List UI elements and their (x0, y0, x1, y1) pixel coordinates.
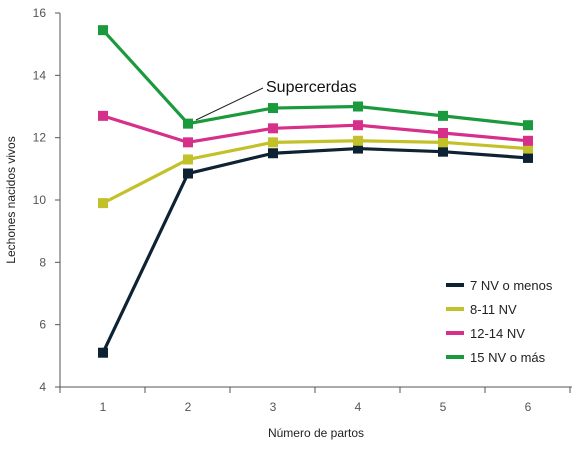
x-axis-ticks: 1 2 3 4 5 6 (59, 387, 571, 414)
legend-item: 7 NV o menos (446, 278, 553, 293)
y-axis-title: Lechones nacidos vivos (4, 136, 18, 263)
y-tick-label: 8 (39, 255, 46, 269)
data-point-marker (523, 143, 533, 154)
data-point-marker (438, 146, 448, 157)
data-point-marker (183, 118, 193, 129)
data-point-marker (98, 198, 108, 209)
x-tick-label: 5 (440, 400, 447, 414)
y-tick-label: 14 (33, 68, 47, 82)
series-line (102, 139, 529, 205)
series-0 (98, 143, 533, 358)
data-point-marker (353, 120, 363, 131)
y-tick-label: 6 (39, 318, 46, 332)
series-3 (98, 25, 533, 131)
series-line (101, 146, 529, 354)
data-point-marker (438, 110, 448, 121)
series-line (101, 29, 529, 127)
data-point-marker (438, 127, 448, 138)
legend-label: 12-14 NV (470, 326, 525, 341)
data-point-marker (523, 152, 533, 163)
data-point-marker (353, 101, 363, 112)
y-tick-label: 4 (39, 380, 46, 394)
x-tick-label: 4 (355, 400, 362, 414)
data-point-marker (268, 123, 278, 134)
data-point-marker (98, 25, 108, 36)
data-point-marker (183, 168, 193, 179)
data-point-marker (183, 154, 193, 165)
x-tick-label: 2 (185, 400, 192, 414)
x-tick-label: 3 (270, 400, 277, 414)
legend: 7 NV o menos 8-11 NV 12-14 NV 15 NV o más (446, 278, 553, 365)
legend-label: 8-11 NV (470, 302, 517, 317)
legend-label: 15 NV o más (470, 350, 546, 365)
data-point-marker (183, 137, 193, 148)
data-point-marker (523, 120, 533, 131)
data-point-marker (98, 110, 108, 121)
legend-item: 12-14 NV (446, 326, 525, 341)
y-tick-label: 10 (33, 193, 47, 207)
y-tick-label: 12 (33, 131, 47, 145)
data-point-marker (438, 137, 448, 148)
series-line (102, 114, 529, 144)
y-tick-label: 16 (33, 6, 47, 20)
series-1 (98, 135, 533, 209)
x-tick-label: 6 (525, 400, 532, 414)
legend-item: 15 NV o más (446, 350, 546, 365)
data-point-marker (353, 143, 363, 154)
x-tick-label: 1 (100, 400, 107, 414)
data-point-marker (268, 148, 278, 159)
data-point-marker (268, 137, 278, 148)
x-axis-title: Número de partos (268, 426, 364, 440)
series-2 (98, 110, 533, 148)
y-axis-ticks: 4 6 8 10 12 14 16 (33, 6, 60, 394)
legend-item: 8-11 NV (446, 302, 517, 317)
annotation-leader-line (195, 87, 264, 121)
annotation-supercerdas: Supercerdas (266, 79, 357, 96)
series-layer (98, 25, 533, 358)
data-point-marker (523, 135, 533, 146)
legend-label: 7 NV o menos (470, 278, 553, 293)
data-point-marker (353, 135, 363, 146)
data-point-marker (268, 103, 278, 114)
data-point-marker (98, 347, 108, 358)
